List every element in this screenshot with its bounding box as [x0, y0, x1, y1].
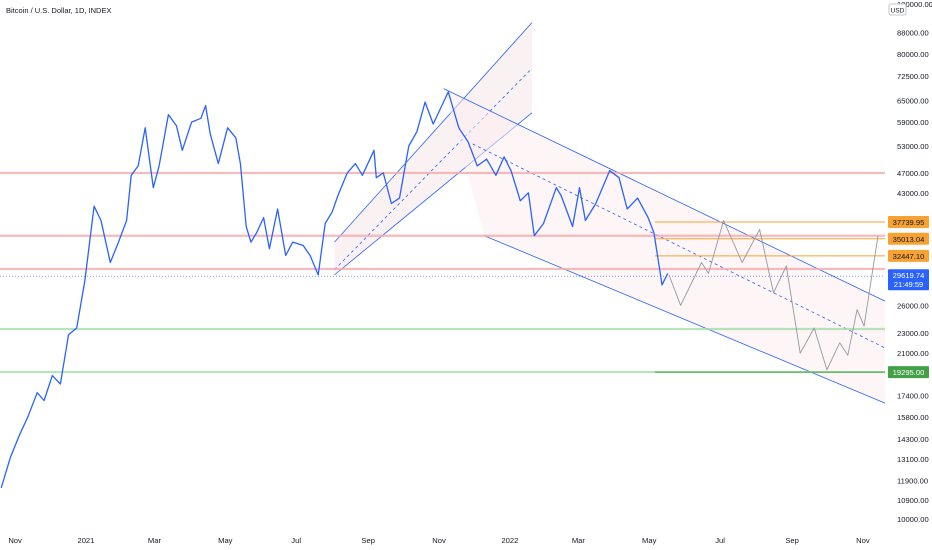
y-tick-label: 88000.00	[897, 29, 929, 38]
y-tick-label: 11900.00	[897, 476, 928, 485]
y-tick-label: 26000.00	[897, 301, 929, 310]
y-tick-label: 13100.00	[897, 455, 929, 464]
y-tick-label: 14300.00	[897, 435, 929, 444]
price-label-bg	[888, 249, 929, 262]
x-tick-label: May	[642, 536, 657, 545]
y-tick-label: 10900.00	[897, 496, 929, 505]
x-tick-label: Nov	[856, 536, 870, 545]
price-label-bg	[888, 232, 929, 245]
x-tick-label: May	[218, 536, 233, 545]
price-label: 19295.00	[893, 368, 925, 377]
price-label-bg	[888, 366, 929, 379]
x-tick-label: Sep	[361, 536, 375, 545]
y-tick-label: 100000.00	[897, 0, 932, 9]
last-price-label: 29619.74	[893, 271, 925, 280]
last-price-label-bg	[888, 269, 929, 291]
x-tick-label: Jul	[715, 536, 725, 545]
x-tick-label: Mar	[572, 536, 586, 545]
chart-title: Bitcoin / U.S. Dollar, 1D, INDEX	[6, 6, 111, 15]
x-tick-label: Jul	[291, 536, 301, 545]
x-tick-label: Nov	[432, 536, 446, 545]
y-tick-label: 65000.00	[897, 96, 929, 105]
y-tick-label: 80000.00	[897, 50, 929, 59]
channel-1-mid-line[interactable]	[472, 143, 886, 349]
price-label: 37739.95	[893, 218, 925, 227]
price-label: 32447.10	[893, 252, 925, 261]
y-tick-label: 47000.00	[897, 169, 929, 178]
x-tick-label: Nov	[8, 536, 22, 545]
y-tick-label: 23000.00	[897, 329, 929, 338]
channel-drawings-layer	[334, 22, 886, 404]
y-tick-label: 59000.00	[897, 118, 929, 127]
bar-countdown-label: 21:49:59	[894, 280, 924, 289]
y-tick-label: 72500.00	[897, 72, 929, 81]
x-tick-label: Mar	[148, 536, 162, 545]
y-tick-label: 10000.00	[897, 515, 929, 524]
currency-badge-label: USD	[891, 8, 905, 15]
x-tick-label: 2021	[77, 536, 94, 545]
price-axis-labels-layer: 37739.95 35013.04 32447.10 19295.00 29619.74…	[888, 216, 929, 379]
channel-0-mid-line[interactable]	[334, 68, 533, 270]
horizontal-levels-layer	[0, 171, 885, 374]
y-tick-label: 53000.00	[897, 142, 929, 151]
projection-line	[668, 220, 879, 371]
channel-0-upper-line[interactable]	[334, 22, 533, 243]
channel-1-lower-line[interactable]	[484, 235, 886, 404]
time-axis[interactable]: Nov 2021 Mar May Jul Sep Nov 2022 Mar May Jul Sep No…	[8, 536, 870, 545]
y-tick-label: 43000.00	[897, 189, 929, 198]
price-series-layer	[0, 91, 879, 489]
price-label-bg	[888, 216, 929, 229]
channel-1-fill	[443, 88, 885, 404]
y-tick-label: 21000.00	[897, 349, 929, 358]
channel-1-upper-line[interactable]	[443, 88, 886, 302]
x-tick-label: Sep	[785, 536, 799, 545]
price-label: 35013.04	[893, 235, 925, 244]
y-tick-label: 15800.00	[897, 413, 929, 422]
price-axis[interactable]: 10000.00 10900.00 11900.00 13100.00 14300.00…	[897, 0, 932, 524]
currency-badge[interactable]: USD	[888, 3, 907, 16]
y-tick-label: 17400.00	[897, 391, 929, 400]
price-line	[0, 91, 669, 489]
x-tick-label: 2022	[501, 536, 518, 545]
channel-0-fill	[334, 22, 532, 275]
